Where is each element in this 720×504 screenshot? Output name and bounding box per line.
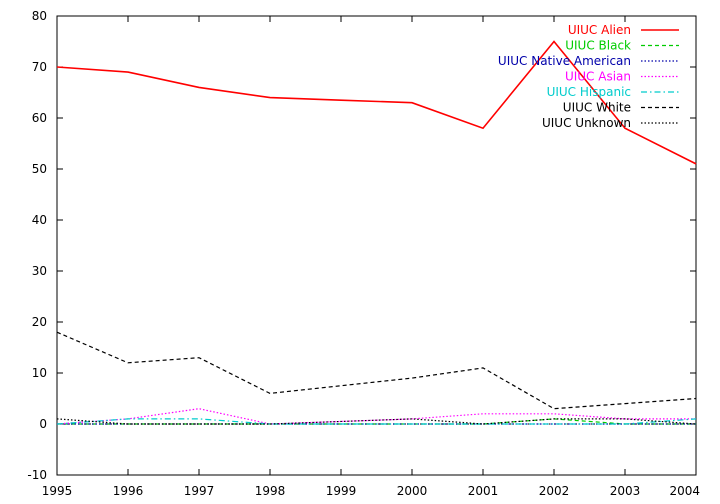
y-tick-label: -10 — [27, 468, 47, 482]
series-line-uiuc-hispanic — [56, 418, 697, 425]
legend-label: UIUC Native American — [498, 54, 631, 68]
legend-label: UIUC Alien — [568, 23, 631, 37]
legend-label: UIUC White — [563, 101, 631, 115]
legend-label: UIUC Black — [565, 39, 631, 53]
x-tick-label: 1995 — [42, 484, 73, 498]
plot-frame — [56, 15, 697, 476]
series-line-uiuc-asian — [56, 408, 696, 425]
legend-label: UIUC Unknown — [542, 116, 631, 130]
series-line-uiuc-unknown — [56, 418, 697, 425]
x-tick-label: 1996 — [113, 484, 144, 498]
x-tick-label: 1997 — [184, 484, 215, 498]
x-tick-label: 2004 — [669, 484, 700, 498]
series-line-uiuc-alien — [56, 40, 697, 165]
x-tick-label: 2003 — [610, 484, 641, 498]
series-line-uiuc-white — [56, 331, 697, 410]
legend-label: UIUC Asian — [565, 70, 631, 84]
y-tick-labels: -10 0 10 20 30 40 50 60 70 80 — [27, 9, 47, 482]
y-tick-label: 10 — [32, 366, 47, 380]
x-tick-label: 1998 — [255, 484, 286, 498]
legend-label: UIUC Hispanic — [547, 85, 631, 99]
x-tick-label: 1999 — [326, 484, 357, 498]
x-tick-label: 2001 — [468, 484, 499, 498]
y-tick-label: 0 — [39, 417, 47, 431]
y-tick-label: 20 — [32, 315, 47, 329]
x-tick-labels: 1995 1996 1997 1998 1999 2000 2001 2002 2003 2004 — [42, 484, 700, 498]
x-tick-label: 2000 — [397, 484, 428, 498]
y-tick-label: 50 — [32, 162, 47, 176]
y-tick-label: 40 — [32, 213, 47, 227]
y-tick-label: 70 — [32, 60, 47, 74]
y-tick-label: 30 — [32, 264, 47, 278]
y-tick-label: 60 — [32, 111, 47, 125]
x-tick-label: 2002 — [539, 484, 570, 498]
y-tick-label: 80 — [32, 9, 47, 23]
series-lines — [56, 40, 697, 425]
